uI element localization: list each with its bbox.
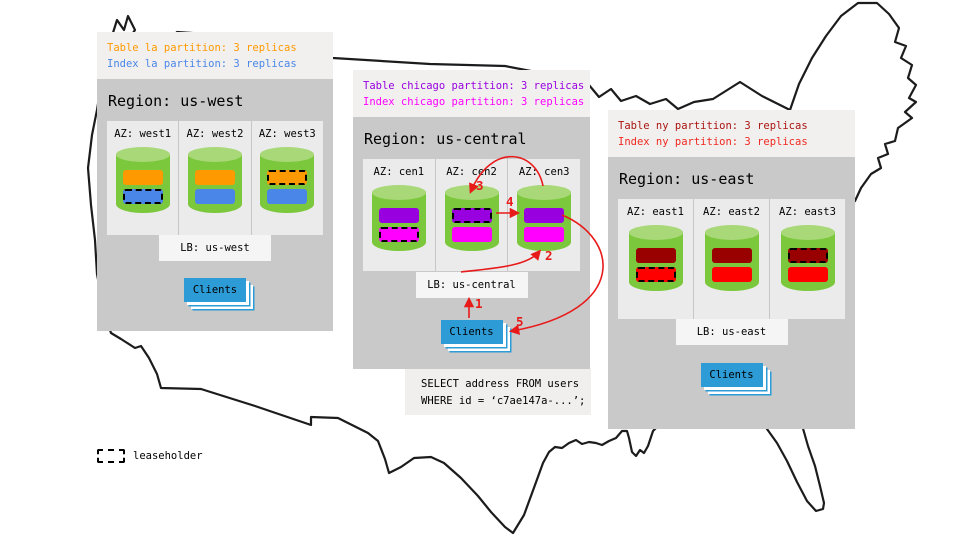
database-node-cylinder (187, 147, 242, 213)
region-box: Region: us-east AZ: east1 AZ: east2 (608, 157, 855, 429)
az-row: AZ: west1 AZ: west2 (107, 121, 323, 235)
annotation-us-west: Table la partition: 3 replicas Index la … (97, 32, 333, 79)
load-balancer-us-central: LB: us-central (415, 272, 528, 298)
clients-stack-us-east: Clients (700, 363, 763, 387)
table-replica-bar (524, 208, 565, 223)
cylinder-top (628, 225, 683, 240)
az-column-cen1: AZ: cen1 (363, 159, 436, 271)
annotation-us-east: Table ny partition: 3 replicas Index ny … (608, 110, 855, 157)
region-box: Region: us-west AZ: west1 AZ: west2 (97, 79, 333, 331)
az-label: AZ: east3 (779, 206, 836, 218)
table-partition-note: Table chicago partition: 3 replicas (363, 80, 585, 92)
az-column-east2: AZ: east2 (694, 199, 770, 319)
table-partition-note: Table la partition: 3 replicas (107, 42, 297, 54)
cylinder-top (517, 185, 572, 200)
clients-stack-us-central: Clients (440, 320, 503, 344)
database-node-cylinder (704, 225, 759, 291)
az-column-west1: AZ: west1 (107, 121, 180, 235)
index-partition-note: Index chicago partition: 3 replicas (363, 96, 585, 108)
az-label: AZ: west1 (114, 128, 172, 140)
table-replica-bar (711, 248, 752, 263)
region-title: Region: us-central (364, 130, 527, 148)
load-balancer-us-east: LB: us-east (675, 319, 788, 345)
index-replica-bar (194, 189, 235, 204)
table-replica-bar (451, 208, 492, 223)
index-replica-bar (451, 227, 492, 242)
az-label: AZ: west2 (186, 128, 244, 140)
database-node-cylinder (628, 225, 683, 291)
index-replica-bar (711, 267, 752, 282)
leaseholder-dashed-icon (97, 449, 125, 463)
table-replica-bar (194, 170, 235, 185)
index-replica-bar (635, 267, 676, 282)
az-column-west2: AZ: west2 (179, 121, 252, 235)
az-row: AZ: east1 AZ: east2 (618, 199, 845, 319)
az-column-west3: AZ: west3 (252, 121, 323, 235)
table-partition-note: Table ny partition: 3 replicas (618, 120, 808, 132)
az-row: AZ: cen1 AZ: cen2 (363, 159, 580, 271)
table-replica-bar (787, 248, 828, 263)
database-node-cylinder (780, 225, 835, 291)
region-us-east: Table ny partition: 3 replicas Index ny … (608, 110, 855, 429)
az-label: AZ: cen2 (446, 166, 497, 178)
az-column-cen2: AZ: cen2 (436, 159, 509, 271)
index-replica-bar (122, 189, 163, 204)
cylinder-top (187, 147, 242, 162)
sql-query-line1: SELECT address FROM users (421, 378, 580, 390)
cylinder-top (704, 225, 759, 240)
index-replica-bar (787, 267, 828, 282)
database-node-cylinder (260, 147, 315, 213)
database-node-cylinder (115, 147, 170, 213)
clients-stack-us-west: Clients (184, 278, 246, 302)
region-box: Region: us-central AZ: cen1 AZ: cen2 (353, 117, 590, 369)
az-label: AZ: cen1 (373, 166, 425, 178)
az-label: AZ: west3 (258, 128, 316, 140)
region-us-west: Table la partition: 3 replicas Index la … (97, 32, 333, 331)
index-replica-bar (378, 227, 419, 242)
leaseholder-legend-label: leaseholder (133, 450, 203, 462)
cylinder-top (260, 147, 315, 162)
az-label: AZ: cen3 (518, 166, 570, 178)
az-label: AZ: east2 (703, 206, 760, 218)
table-replica-bar (122, 170, 163, 185)
leaseholder-legend: leaseholder (97, 449, 203, 463)
region-title: Region: us-east (619, 170, 755, 188)
region-us-central: Table chicago partition: 3 replicas Inde… (353, 70, 590, 369)
database-node-cylinder (517, 185, 572, 251)
table-replica-bar (267, 170, 308, 185)
index-partition-note: Index la partition: 3 replicas (107, 58, 297, 70)
cylinder-top (371, 185, 426, 200)
az-label: AZ: east1 (627, 206, 684, 218)
sql-query-line2: WHERE id = ‘c7ae147a-...’; (421, 395, 586, 407)
table-replica-bar (635, 248, 676, 263)
az-column-cen3: AZ: cen3 (508, 159, 580, 271)
database-node-cylinder (371, 185, 426, 251)
sql-query-box: SELECT address FROM users WHERE id = ‘c7… (405, 369, 591, 415)
index-replica-bar (267, 189, 308, 204)
annotation-us-central: Table chicago partition: 3 replicas Inde… (353, 70, 590, 117)
cylinder-top (115, 147, 170, 162)
region-title: Region: us-west (108, 92, 244, 110)
az-column-east3: AZ: east3 (770, 199, 845, 319)
az-column-east1: AZ: east1 (618, 199, 694, 319)
load-balancer-us-west: LB: us-west (159, 235, 271, 261)
database-node-cylinder (444, 185, 499, 251)
table-replica-bar (378, 208, 419, 223)
index-replica-bar (524, 227, 565, 242)
index-partition-note: Index ny partition: 3 replicas (618, 136, 808, 148)
cylinder-top (780, 225, 835, 240)
cylinder-top (444, 185, 499, 200)
